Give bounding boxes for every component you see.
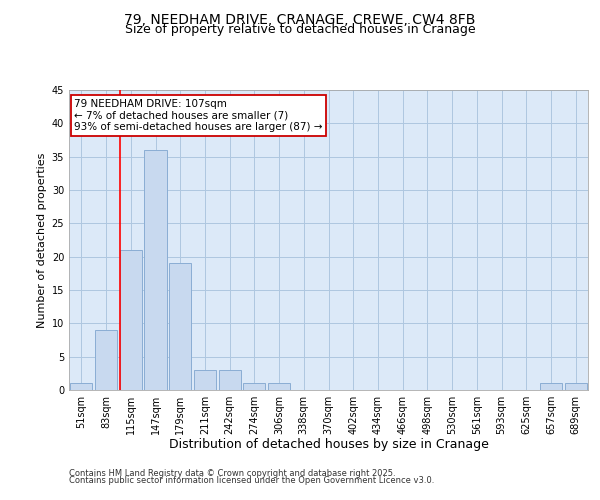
Y-axis label: Number of detached properties: Number of detached properties	[37, 152, 47, 328]
Bar	[95, 330, 117, 390]
Text: 79, NEEDHAM DRIVE, CRANAGE, CREWE, CW4 8FB: 79, NEEDHAM DRIVE, CRANAGE, CREWE, CW4 8…	[124, 12, 476, 26]
Text: Contains public sector information licensed under the Open Government Licence v3: Contains public sector information licen…	[69, 476, 434, 485]
Text: Contains HM Land Registry data © Crown copyright and database right 2025.: Contains HM Land Registry data © Crown c…	[69, 468, 395, 477]
Bar	[243, 384, 265, 390]
Text: Size of property relative to detached houses in Cranage: Size of property relative to detached ho…	[125, 22, 475, 36]
Bar	[565, 384, 587, 390]
Bar	[145, 150, 167, 390]
Bar	[268, 384, 290, 390]
Bar	[218, 370, 241, 390]
Bar	[194, 370, 216, 390]
Bar	[119, 250, 142, 390]
X-axis label: Distribution of detached houses by size in Cranage: Distribution of detached houses by size …	[169, 438, 488, 452]
Bar	[70, 384, 92, 390]
Text: 79 NEEDHAM DRIVE: 107sqm
← 7% of detached houses are smaller (7)
93% of semi-det: 79 NEEDHAM DRIVE: 107sqm ← 7% of detache…	[74, 99, 323, 132]
Bar	[540, 384, 562, 390]
Bar	[169, 264, 191, 390]
